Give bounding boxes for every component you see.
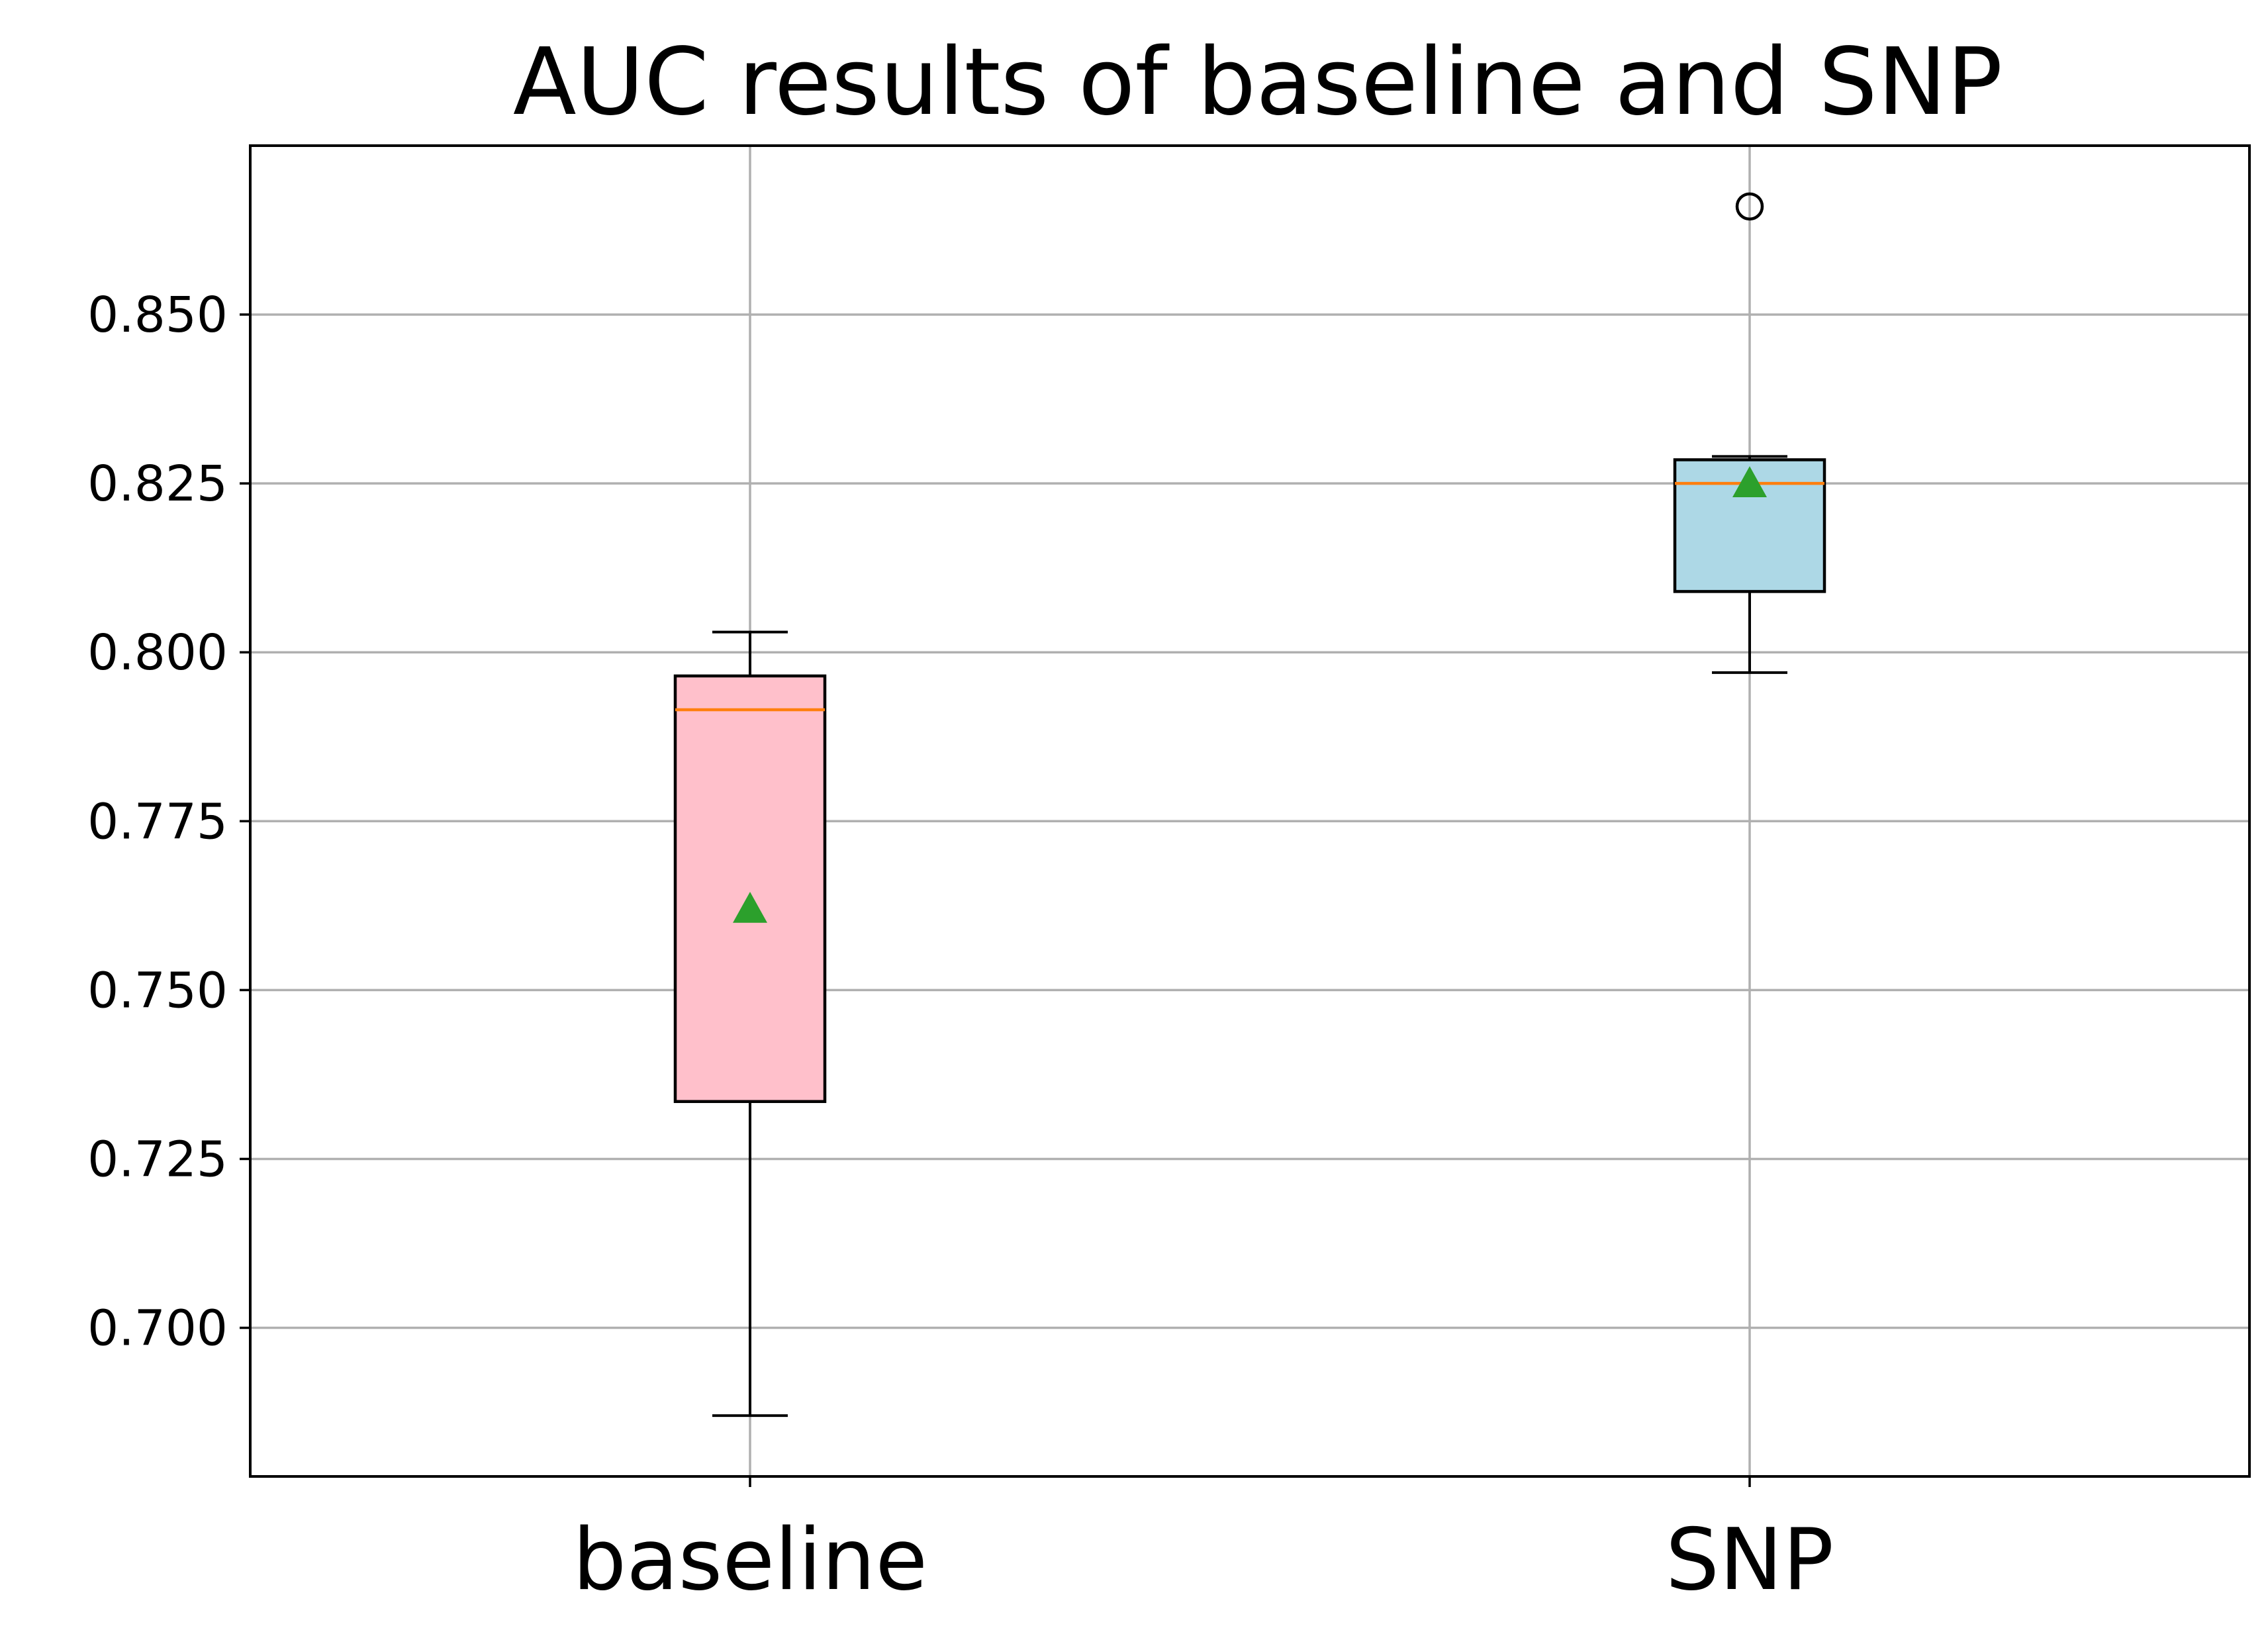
outlier-point: [1735, 192, 1764, 221]
x-tick-label: SNP: [1666, 1511, 1834, 1610]
y-tick-label: 0.800: [87, 624, 228, 681]
box-SNP: [1673, 192, 1826, 674]
x-tick-label: baseline: [573, 1511, 927, 1610]
box-series: [673, 192, 1826, 1418]
iqr-box: [673, 674, 827, 1103]
y-axis: 0.700 0.725 0.750 0.775 0.800 0.825 0.850: [87, 287, 250, 1357]
y-tick-label: 0.700: [87, 1300, 228, 1357]
x-axis: baseline SNP: [573, 1476, 1834, 1610]
chart-title: AUC results of baseline and SNP: [513, 28, 2003, 136]
y-tick-label: 0.850: [87, 287, 228, 344]
y-tick-label: 0.750: [87, 962, 228, 1019]
y-tick-label: 0.775: [87, 793, 228, 850]
box-baseline: [673, 630, 827, 1418]
y-tick-label: 0.825: [87, 456, 228, 512]
mean-marker: [1732, 466, 1767, 497]
y-tick-label: 0.725: [87, 1131, 228, 1188]
mean-marker: [733, 891, 767, 923]
grid-lines: [250, 146, 2249, 1476]
plot-area-frame: [249, 144, 2251, 1478]
